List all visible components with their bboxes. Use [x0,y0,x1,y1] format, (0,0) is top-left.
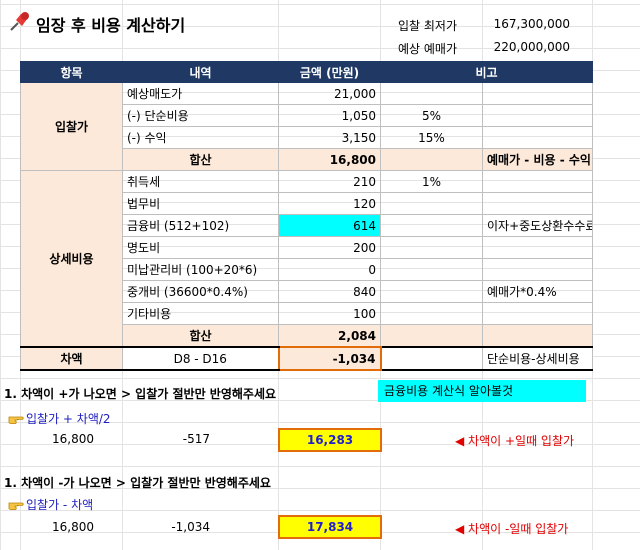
row-note[interactable] [482,302,593,325]
sum-row-costs: 합산 2,084 [21,324,593,348]
cost-table: 항목 내역 금액 (만원) 비고 입찰가 예상매도가 21,000 (-) 단순… [20,61,593,371]
page-title: 임장 후 비용 계산하기 [36,16,186,35]
section1-heading: 1. 차액이 +가 나오면 > 입찰가 절반만 반영해주세요 [4,387,277,401]
section1-result[interactable]: 16,283 [278,428,382,452]
section2-bid[interactable]: 16,800 [52,520,94,534]
min-bid-value: 167,300,000 [493,17,570,31]
diff-row: 차액 D8 - D16 -1,034 단순비용-상세비용 [20,346,593,371]
row-amount[interactable]: 1,050 [278,104,381,127]
section1-arrow-note: ◀ 차액이 +일때 입찰가 [455,434,575,448]
section2-arrow-note: ◀ 차액이 -일때 입찰가 [455,522,569,536]
section1-diff[interactable]: -517 [182,432,210,446]
row-note[interactable] [482,192,593,215]
row-note[interactable] [482,126,593,149]
row-pct[interactable] [380,192,483,215]
pointing-hand-icon [8,502,24,510]
row-note[interactable] [482,170,593,193]
sum-amount[interactable]: 2,084 [278,324,381,348]
row-item[interactable]: 취득세 [122,170,279,193]
section1-cyan-note[interactable]: 금융비용 계산식 알아볼것 [378,380,586,402]
sum-empty [380,324,483,348]
column-line [592,0,593,550]
row-pct[interactable] [380,302,483,325]
row-pct[interactable] [380,236,483,259]
row-note[interactable] [482,82,593,105]
header-note: 비고 [380,61,593,83]
table-row: 입찰가 예상매도가 21,000 [20,82,593,171]
row-amount[interactable]: 3,150 [278,126,381,149]
row-item[interactable]: 금융비 (512+102) [122,214,279,237]
row-item[interactable]: 기타비용 [122,302,279,325]
sum-note[interactable]: 예매가 - 비용 - 수익 [482,148,593,171]
row-pct[interactable] [380,280,483,303]
section1-bid[interactable]: 16,800 [52,432,94,446]
row-amount[interactable]: 120 [278,192,381,215]
table-row: 미납관리비 (100+20*6) 0 [21,258,593,281]
row-note[interactable]: 예매가*0.4% [482,280,593,303]
row-item[interactable]: 명도비 [122,236,279,259]
row-amount[interactable]: 0 [278,258,381,281]
section2-result[interactable]: 17,834 [278,515,382,539]
table-row: 기타비용 100 [21,302,593,325]
header-item: 항목 [20,61,123,83]
sum-label: 합산 [122,148,279,171]
row-amount[interactable]: 100 [278,302,381,325]
sum-empty [482,324,593,348]
sum-amount[interactable]: 16,800 [278,148,381,171]
table-row: (-) 단순비용 1,050 5% [21,104,593,127]
sum-row-bid: 합산 16,800 예매가 - 비용 - 수익 [21,148,593,171]
diff-label: 차액 [20,346,123,371]
row-note[interactable]: 이자+중도상환수수료 [482,214,593,237]
row-note[interactable] [482,236,593,259]
row-pct[interactable] [380,214,483,237]
row-item[interactable]: 미납관리비 (100+20*6) [122,258,279,281]
row-item[interactable]: 예상매도가 [122,82,279,105]
section2-formula: 입찰가 - 차액 [26,498,94,512]
table-row: 상세비용 취득세 210 1% [20,170,593,348]
header-detail: 내역 [122,61,279,83]
row-item[interactable]: 중개비 (36600*0.4%) [122,280,279,303]
row-pct[interactable] [380,258,483,281]
row-item[interactable]: (-) 수익 [122,126,279,149]
diff-formula[interactable]: D8 - D16 [122,346,279,371]
section1-formula: 입찰가 + 차액/2 [26,412,111,426]
expected-price-value: 220,000,000 [493,40,570,54]
section2-heading: 1. 차액이 -가 나오면 > 입찰가 절반만 반영해주세요 [4,476,271,490]
row-note[interactable] [482,104,593,127]
table-header: 항목 내역 금액 (만원) 비고 [20,61,593,83]
row-pct[interactable]: 15% [380,126,483,149]
category-bid: 입찰가 [20,82,123,171]
header-amount: 금액 (만원) [278,61,381,83]
diff-amount[interactable]: -1,034 [277,346,382,371]
row-amount[interactable]: 210 [278,170,381,193]
pointing-hand-icon [8,416,24,424]
row-pct[interactable]: 1% [380,170,483,193]
row-amount[interactable]: 614 [278,214,381,237]
row-pct[interactable] [380,82,483,105]
expected-price-label: 예상 예매가 [398,42,458,56]
sum-label: 합산 [122,324,279,348]
row-note[interactable] [482,258,593,281]
diff-empty [380,346,483,371]
diff-note[interactable]: 단순비용-상세비용 [482,346,593,371]
table-row: 금융비 (512+102) 614 이자+중도상환수수료 [21,214,593,237]
row-pct[interactable]: 5% [380,104,483,127]
row-amount[interactable]: 21,000 [278,82,381,105]
pushpin-icon [10,12,29,31]
row-amount[interactable]: 200 [278,236,381,259]
sum-empty [380,148,483,171]
row-item[interactable]: (-) 단순비용 [122,104,279,127]
section2-diff[interactable]: -1,034 [171,520,210,534]
row-item[interactable]: 법무비 [122,192,279,215]
min-bid-label: 입찰 최저가 [398,19,458,33]
row-amount[interactable]: 840 [278,280,381,303]
category-costs: 상세비용 [20,170,123,348]
